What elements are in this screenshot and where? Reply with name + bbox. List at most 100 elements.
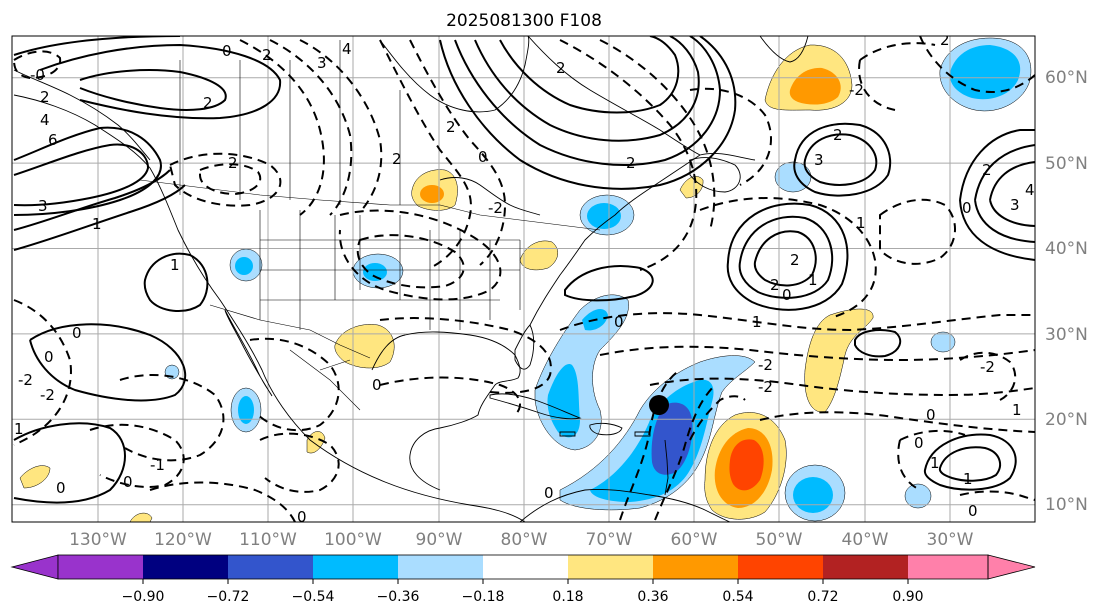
colorbar-min-extension: [10, 554, 59, 580]
contour-neg-atl-4: [858, 42, 936, 111]
contour-label: -2: [18, 371, 33, 389]
contour-label: 2: [982, 161, 992, 179]
contour-label: 6: [48, 131, 58, 149]
contour-pos-baja: [143, 252, 209, 312]
contour-label: 0: [478, 148, 488, 166]
contour-label: 0: [297, 508, 307, 526]
hispaniola: [589, 422, 623, 436]
neg-field-small-east: [930, 331, 956, 353]
longitude-labels: 130°W 120°W 110°W 100°W 90°W 80°W 70°W 6…: [69, 530, 974, 550]
contour-neg-canada-east-trough: [559, 39, 698, 271]
contour-pos-nw3: [79, 69, 227, 111]
contour-label: 0: [614, 313, 624, 331]
contour-label: 0: [222, 42, 232, 60]
contour-pos-nw: [39, 43, 282, 120]
gulf-of-mexico-coast: [371, 331, 521, 491]
colorbar-tick-label: 0.90: [892, 589, 923, 605]
colorbar-segment: [58, 555, 143, 579]
contour-label: 2: [626, 154, 636, 172]
contour-label: -2: [980, 358, 995, 376]
contour-pos-canada-east3: [474, 36, 700, 142]
colorbar-tick-label: 0.72: [807, 589, 838, 605]
colorbar-segment: [483, 555, 568, 579]
contour-pos-high-50n: [803, 133, 878, 186]
map-frame: [11, 35, 1036, 523]
us-states-grid: [259, 210, 521, 330]
contour-neg-gulf: [379, 317, 552, 394]
contour-label: 2: [940, 31, 950, 49]
neg-field-newengland-core: [587, 203, 621, 229]
contour-label: 2: [446, 118, 456, 136]
colorbar-segment: [313, 555, 398, 579]
lon-label: 120°W: [154, 530, 212, 550]
contour-neg-rockies2: [199, 163, 262, 196]
contour-pos-canada-east2: [454, 36, 722, 166]
lon-label: 60°W: [671, 530, 718, 550]
newfoundland: [689, 157, 741, 193]
contour-label: 2: [556, 59, 566, 77]
lon-label: 100°W: [324, 530, 382, 550]
lat-label: 50°N: [1045, 154, 1088, 174]
lat-label: 40°N: [1045, 239, 1088, 259]
contour-label: 4: [1025, 181, 1035, 199]
pos-field-greatlakes-core: [420, 185, 444, 203]
contour-neg-trough-2: [409, 39, 507, 266]
contour-label: -0: [30, 66, 45, 84]
neg-field-atlantic-east: [904, 483, 932, 509]
contour-neg-canada-west: [239, 39, 325, 216]
contour-label: 2: [833, 126, 843, 144]
lon-label: 50°W: [756, 530, 803, 550]
contour-label: 3: [38, 197, 48, 215]
colorbar-tick-label: −0.36: [377, 589, 420, 605]
contour-neg-atl-1: [689, 87, 773, 186]
contour-pos-pacific-mid: [29, 323, 187, 402]
contour-neg-pacific-3: [89, 423, 185, 488]
contour-label: 2: [392, 150, 402, 168]
contour-label: 1: [1012, 401, 1022, 419]
lon-label: 30°W: [927, 530, 974, 550]
contour-neg-trough-1: [379, 39, 472, 269]
mexico-states: [289, 349, 361, 411]
lon-label: 70°W: [586, 530, 633, 550]
colorbar-segment: [568, 555, 653, 579]
contour-pos-west-ridge2: [13, 143, 150, 207]
contour-label: 0: [44, 348, 54, 366]
colorbar-frame: [57, 554, 989, 580]
coastlines: [13, 36, 809, 522]
contour-label: 0: [926, 406, 936, 424]
negative-contours: [13, 36, 1035, 522]
contour-pos-canada-east4: [499, 36, 680, 114]
puerto-rico: [634, 431, 651, 437]
colorbar-tick-label: −0.54: [292, 589, 335, 605]
contour-pos-high-50n-2: [793, 122, 892, 197]
lon-label: 110°W: [239, 530, 297, 550]
graticule: [12, 36, 1035, 522]
contour-pos-east-high2: [974, 144, 1035, 243]
contour-neg-canada-west3: [299, 39, 383, 213]
contour-label: 0: [72, 324, 82, 342]
contour-neg-subtrop-band: [559, 312, 1035, 332]
contour-pos-midatl: [854, 329, 902, 358]
jamaica: [559, 431, 576, 437]
contour-neg-atl-east-3: [959, 351, 1017, 401]
pos-field-labrador-core: [789, 67, 841, 105]
contour-label: 0: [782, 286, 792, 304]
contour-neg-caribbean-3: [689, 395, 746, 441]
map-area: -0 2 4 6 3 1 4 3 2 2 1 0 2 2 2 -2 0 2 2 …: [12, 31, 1035, 526]
contour-label: 2: [228, 154, 238, 172]
colorbar-segment: [228, 555, 313, 579]
colorbar-segment: [738, 555, 823, 579]
contour-pos-east-high: [959, 129, 1035, 261]
contour-label: -2: [758, 378, 773, 396]
colorbar-segment: [398, 555, 483, 579]
north-america-west-coast: [13, 94, 526, 522]
contour-label: 1: [92, 215, 102, 233]
pos-field-pacific-south: [129, 512, 153, 522]
lat-label: 10°N: [1045, 495, 1088, 515]
political-borders: [139, 40, 601, 411]
lat-label: 20°N: [1045, 410, 1088, 430]
contour-pos-west-ridge4: [13, 184, 186, 251]
canada-provinces: [179, 40, 401, 205]
contour-neg-east-pacific: [259, 432, 340, 493]
contour-label: 4: [342, 40, 352, 58]
